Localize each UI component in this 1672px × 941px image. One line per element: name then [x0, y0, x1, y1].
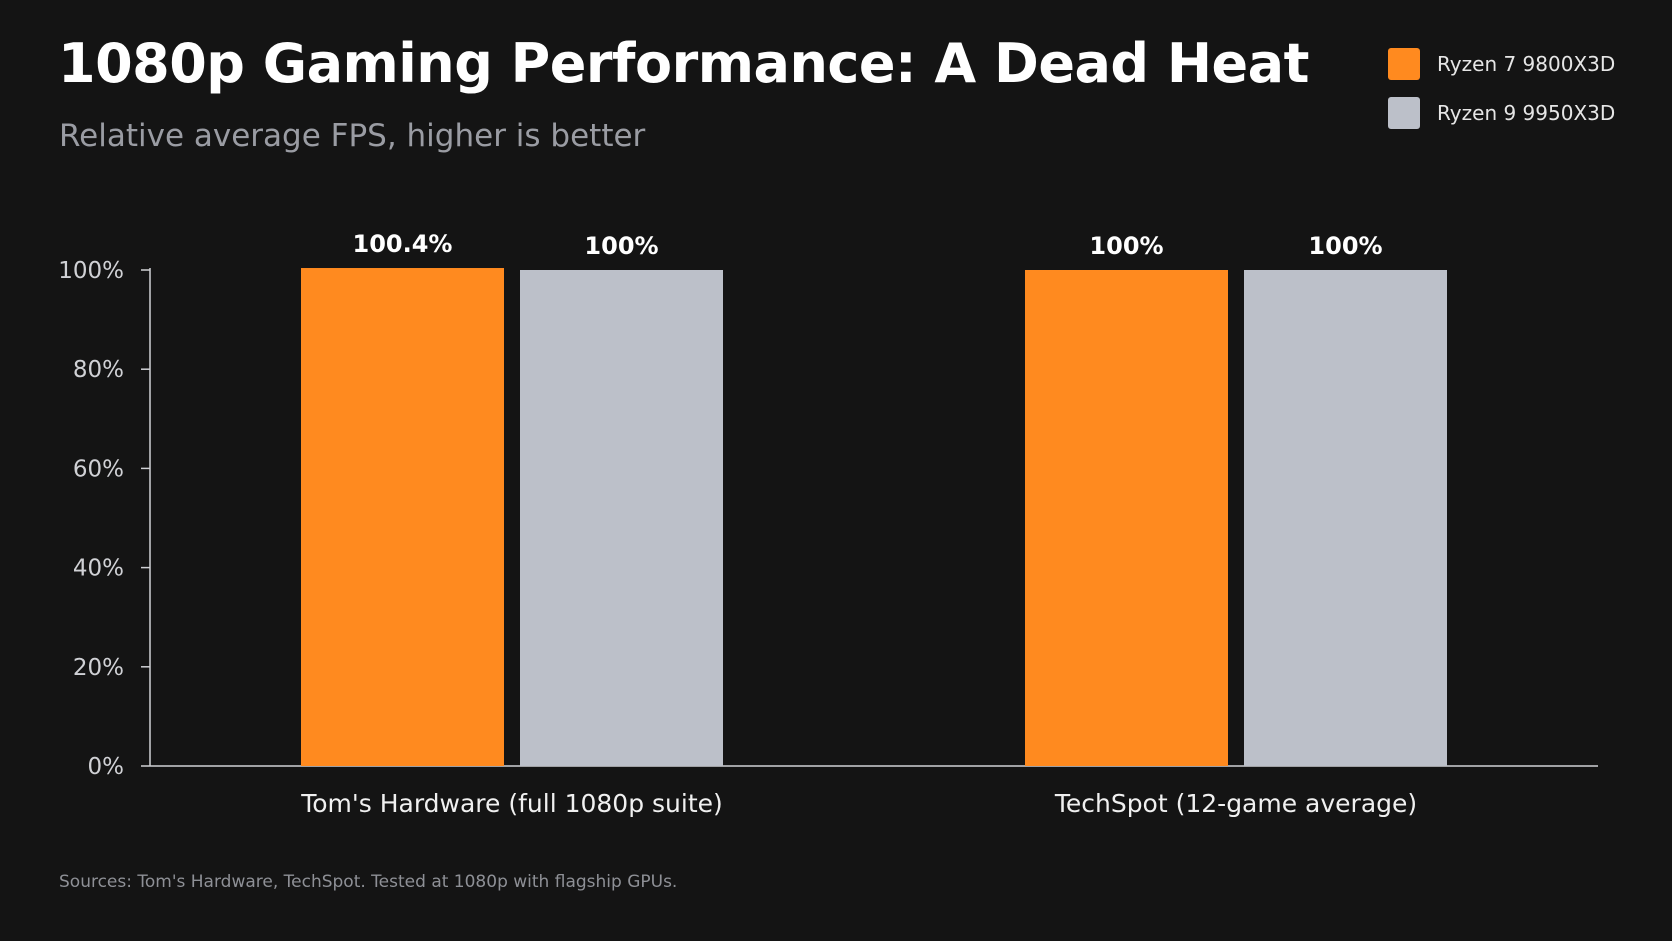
legend-swatch-ryzen-7-9800x3d	[1388, 48, 1420, 80]
legend-item-ryzen-9-9950x3d: Ryzen 9 9950X3D	[1388, 97, 1615, 129]
y-tick-label: 20%	[73, 655, 124, 681]
legend: Ryzen 7 9800X3D Ryzen 9 9950X3D	[1388, 48, 1615, 146]
chart-subtitle: Relative average FPS, higher is better	[59, 118, 646, 154]
legend-label-ryzen-9-9950x3d: Ryzen 9 9950X3D	[1437, 101, 1616, 125]
legend-item-ryzen-7-9800x3d: Ryzen 7 9800X3D	[1388, 48, 1615, 80]
y-tick-label: 100%	[58, 258, 124, 284]
data-label: 100%	[584, 232, 658, 260]
category-label: Tom's Hardware (full 1080p suite)	[300, 789, 723, 818]
y-axis-ticks: 0% 20% 40% 60% 80% 100%	[58, 258, 150, 780]
bar	[301, 268, 504, 766]
y-tick-label: 60%	[73, 456, 124, 482]
legend-swatch-ryzen-9-9950x3d	[1388, 97, 1420, 129]
y-tick-label: 0%	[88, 754, 125, 780]
bar	[1244, 270, 1447, 766]
chart-title: 1080p Gaming Performance: A Dead Heat	[58, 32, 1309, 95]
data-label: 100%	[1308, 232, 1382, 260]
bar	[520, 270, 723, 766]
legend-label-ryzen-7-9800x3d: Ryzen 7 9800X3D	[1437, 52, 1616, 76]
category-label: TechSpot (12-game average)	[1054, 789, 1417, 818]
data-label: 100.4%	[353, 230, 453, 258]
category-labels: Tom's Hardware (full 1080p suite) TechSpo…	[300, 789, 1417, 818]
data-label: 100%	[1089, 232, 1163, 260]
bars: 100.4% 100% 100% 100%	[301, 230, 1447, 766]
footer-sources: Sources: Tom's Hardware, TechSpot. Teste…	[59, 872, 678, 892]
bar	[1025, 270, 1228, 766]
y-tick-label: 40%	[73, 556, 124, 582]
y-tick-label: 80%	[73, 357, 124, 383]
